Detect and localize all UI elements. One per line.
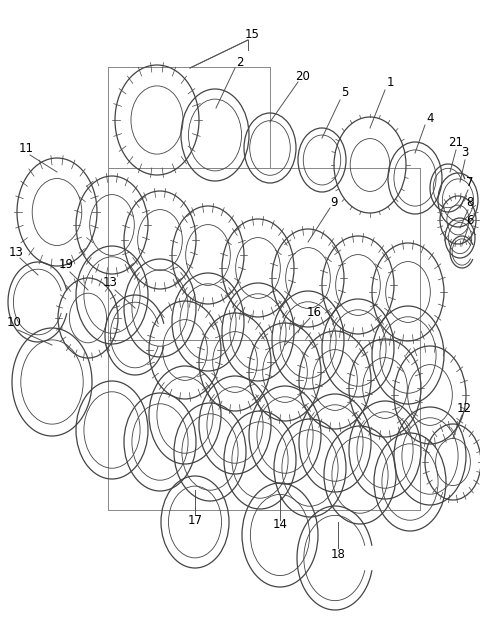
Text: 14: 14 [273,519,288,531]
Text: 19: 19 [59,259,73,271]
Text: 2: 2 [236,56,244,69]
Text: 3: 3 [461,146,468,159]
Text: 6: 6 [466,214,474,226]
Text: 21: 21 [448,136,464,149]
Text: 10: 10 [7,316,22,329]
Text: 16: 16 [307,306,322,319]
Text: 1: 1 [386,76,394,89]
Text: 13: 13 [9,246,24,259]
Text: 7: 7 [466,176,474,189]
Text: 20: 20 [296,69,311,82]
Text: 4: 4 [426,111,434,124]
Text: 15: 15 [245,29,259,41]
Text: 8: 8 [466,196,474,209]
Text: 11: 11 [19,141,34,154]
Text: 13: 13 [103,276,118,289]
Text: 9: 9 [330,196,338,209]
Text: 17: 17 [188,514,203,526]
Text: 18: 18 [331,549,346,561]
Text: 5: 5 [341,86,348,99]
Text: 12: 12 [456,401,471,414]
